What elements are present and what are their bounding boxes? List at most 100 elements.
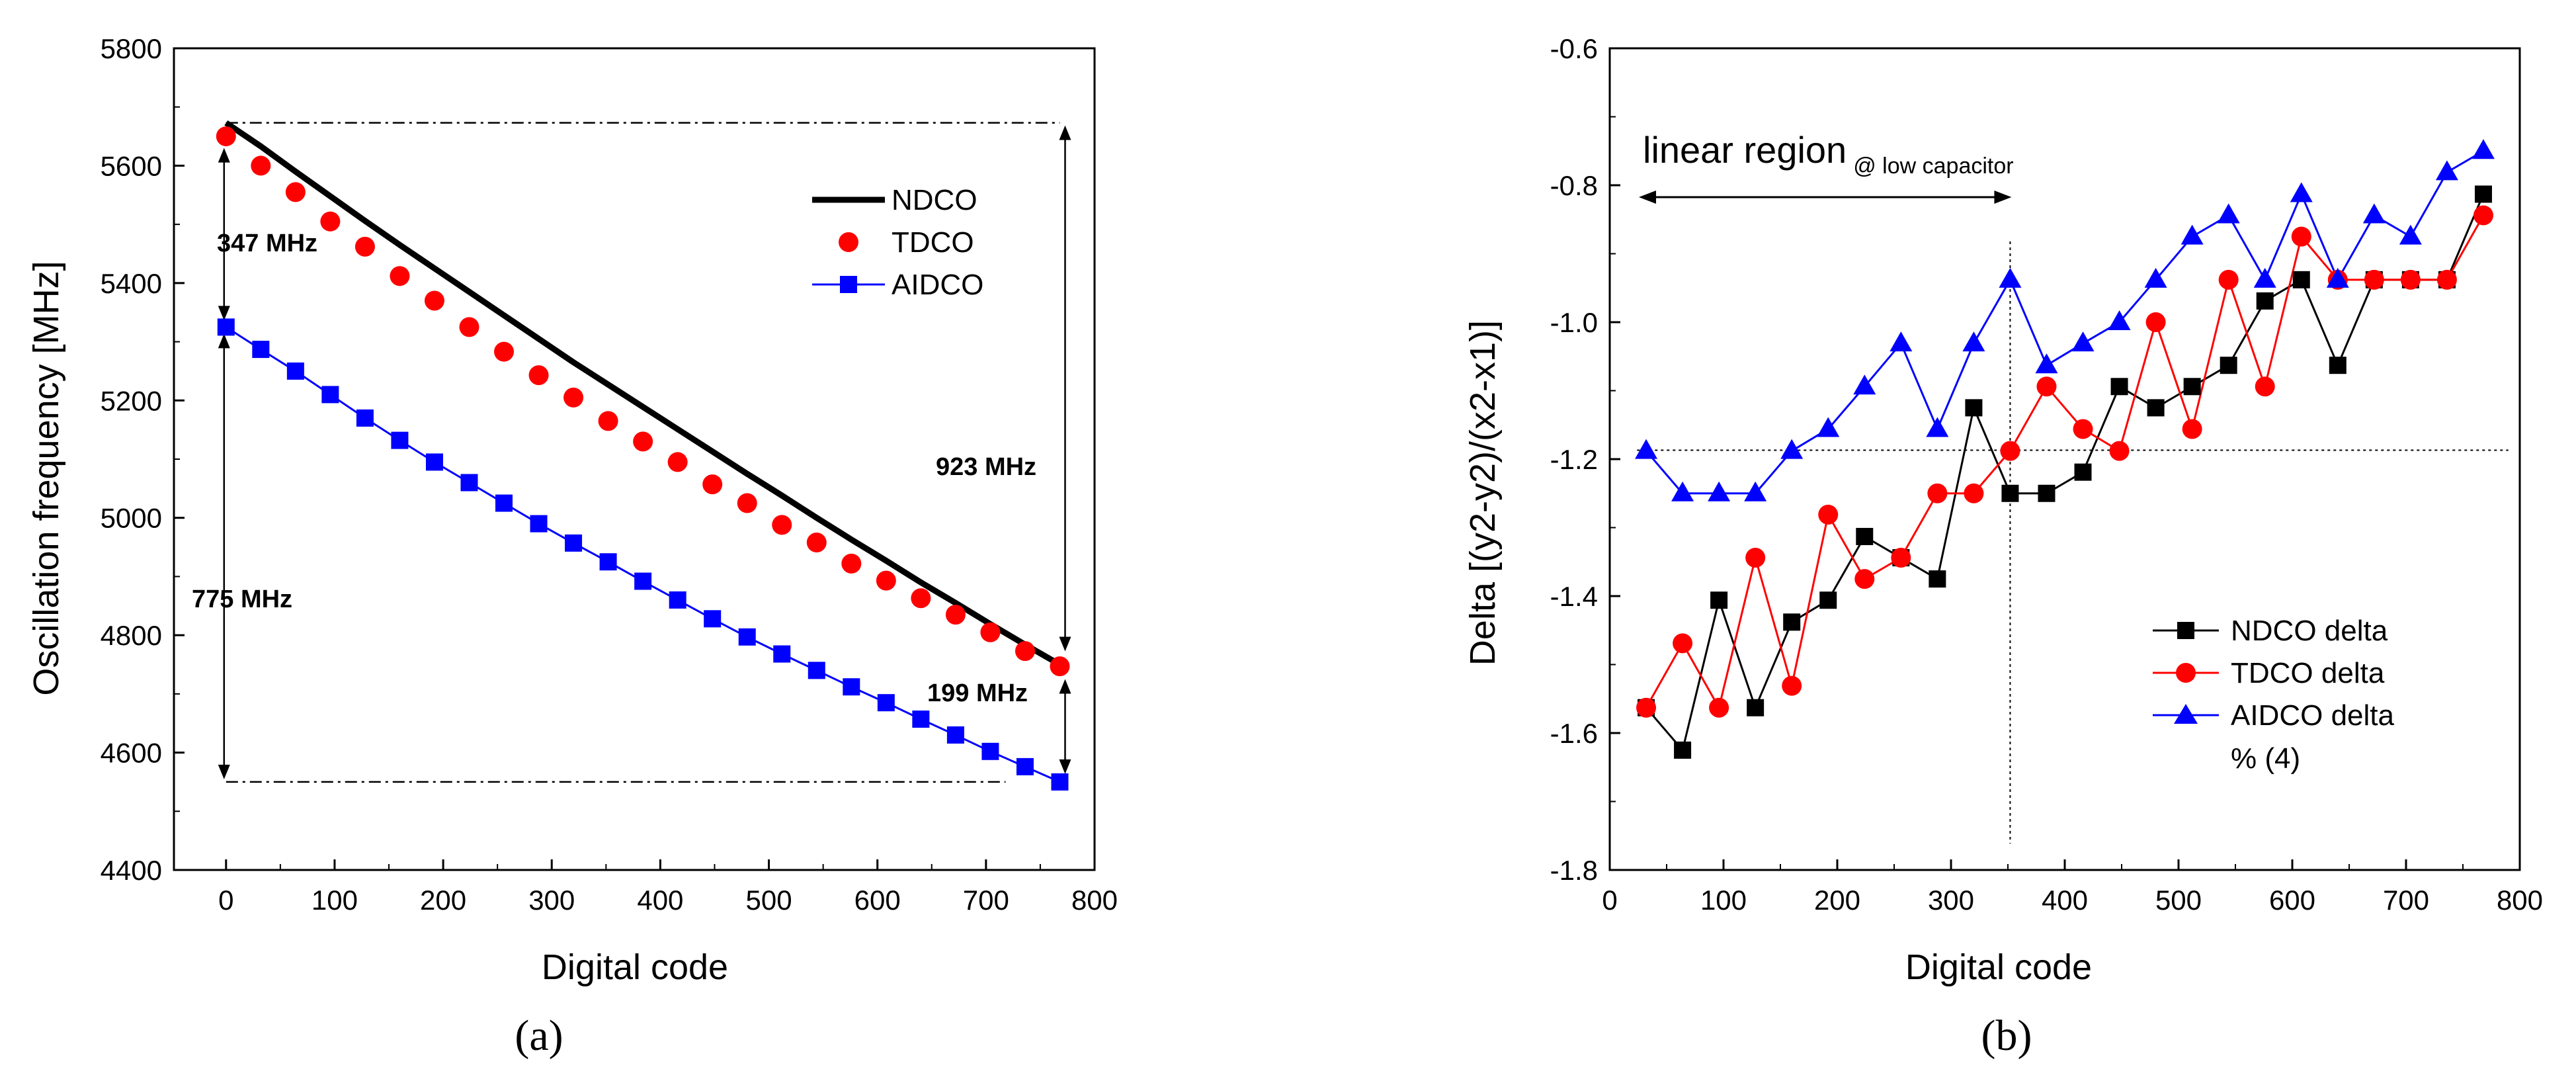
point-ndco-delta [1783,613,1801,631]
point-aidco [877,694,895,712]
arrow-head-icon [218,148,230,163]
point-aidco [808,662,825,679]
point-aidco [321,386,339,404]
point-tdco-delta [2182,419,2202,439]
point-tdco-delta [1818,504,1839,525]
point-aidco [599,553,617,571]
arrow-left-icon [1639,191,1656,204]
point-ndco-delta [1965,399,1983,417]
point-tdco-delta [2364,269,2384,290]
reference-lines-a [226,122,1060,783]
panel-label-b: (b) [1981,1012,2032,1060]
arrow-347-mhz [218,148,230,321]
y-tick-label: -0.6 [1550,33,1598,64]
x-tick-label: 500 [2155,885,2202,916]
point-aidco-delta [1780,439,1804,459]
series-a [216,120,1070,791]
point-tdco-delta [1927,483,1948,503]
y-tick-label: 5000 [101,503,162,534]
x-ticks-a: 0 100 200 300 400 500 600 700 800 [218,859,1118,916]
point-tdco [1050,656,1070,677]
legend-a: NDCO TDCO AIDCO [812,184,983,301]
arrow-head-icon [1059,679,1071,694]
point-aidco-delta [2035,353,2058,374]
point-ndco-delta [1819,591,1837,609]
point-tdco-delta [1709,697,1729,718]
point-aidco-delta [1999,267,2022,288]
point-tdco-delta [2473,205,2493,226]
point-ndco-delta [2038,484,2056,502]
guide-lines-b [1637,241,2509,844]
point-tdco [424,290,444,311]
point-ndco-delta [2474,185,2492,203]
y-tick-label: -1.2 [1550,444,1598,475]
arrow-head-icon [218,306,230,321]
point-tdco [598,411,618,431]
arrow-right-icon [1994,191,2012,204]
point-ndco-delta [1929,570,1946,588]
point-ndco-delta [2329,357,2347,374]
annotation-347-mhz: 347 MHz [217,230,317,257]
point-aidco [1051,773,1069,791]
point-aidco [565,534,583,552]
point-ndco-delta [2292,271,2310,288]
x-tick-label: 0 [218,885,233,916]
point-tdco-delta [2436,269,2457,290]
point-tdco-delta [1891,548,1911,568]
linear-region-label: linear region @ low capacitor [1643,129,2014,179]
point-aidco [530,515,548,533]
y-axis-title-b: Delta [(y2-y2)/(x2-x1)] [1463,320,1503,666]
point-tdco-delta [2000,441,2020,461]
x-axis-title-b: Digital code [1905,947,2092,987]
point-aidco-delta [1817,417,1840,437]
point-tdco [1015,641,1035,662]
point-tdco-delta [1636,697,1657,718]
point-aidco [946,726,964,744]
point-tdco [251,155,271,176]
point-aidco-delta [1671,481,1694,501]
x-tick-label: 100 [312,885,358,916]
x-tick-label: 800 [2497,885,2543,916]
point-aidco [634,572,652,590]
point-tdco [354,236,375,257]
series-b [1635,139,2495,759]
point-tdco-delta [2291,226,2311,247]
point-aidco-delta [1962,331,1985,352]
point-tdco-delta [1745,548,1766,568]
legend-label-tdco: TDCO [892,226,974,259]
y-tick-label: -1.4 [1550,581,1598,612]
point-ndco-delta [1710,591,1728,609]
x-tick-label: 400 [2042,885,2088,916]
point-ndco-delta [2074,463,2092,481]
annotation-923-mhz: 923 MHz [936,453,1036,481]
legend-label-ndco-delta: NDCO delta [2231,615,2388,647]
y-tick-label: -0.8 [1550,170,1598,201]
point-tdco-delta [2400,269,2421,290]
x-tick-label: 500 [746,885,792,916]
point-aidco [981,742,999,760]
chart-b: 0 100 200 300 400 500 600 700 800 -1.8-1.6-1.4-1… [1463,33,2543,1060]
x-axis-title-a: Digital code [542,947,728,987]
legend-swatch-tdco-delta [2176,663,2196,683]
y-tick-label: -1.0 [1550,307,1598,338]
legend-label-ndco: NDCO [892,184,977,216]
point-aidco-delta [1926,417,1949,437]
linear-region-sub: @ low capacitor [1853,153,2013,179]
point-tdco [806,532,827,552]
x-ticks-b: 0 100 200 300 400 500 600 700 800 [1602,859,2543,916]
point-tdco-delta [2145,312,2166,332]
panel-label-a: (a) [515,1012,563,1060]
point-tdco [563,387,584,408]
legend-swatch-ndco-delta [2177,622,2194,639]
point-aidco [356,409,374,427]
point-tdco [285,182,306,202]
point-aidco-delta [1708,481,1731,501]
y-axis-title-a: Oscillation frequency [MHz] [26,261,66,695]
x-tick-label: 200 [1814,885,1860,916]
x-tick-label: 300 [528,885,575,916]
point-tdco [945,605,966,625]
point-tdco-delta [2218,269,2239,290]
point-ndco-delta [2183,378,2201,396]
point-tdco-delta [2255,376,2275,397]
